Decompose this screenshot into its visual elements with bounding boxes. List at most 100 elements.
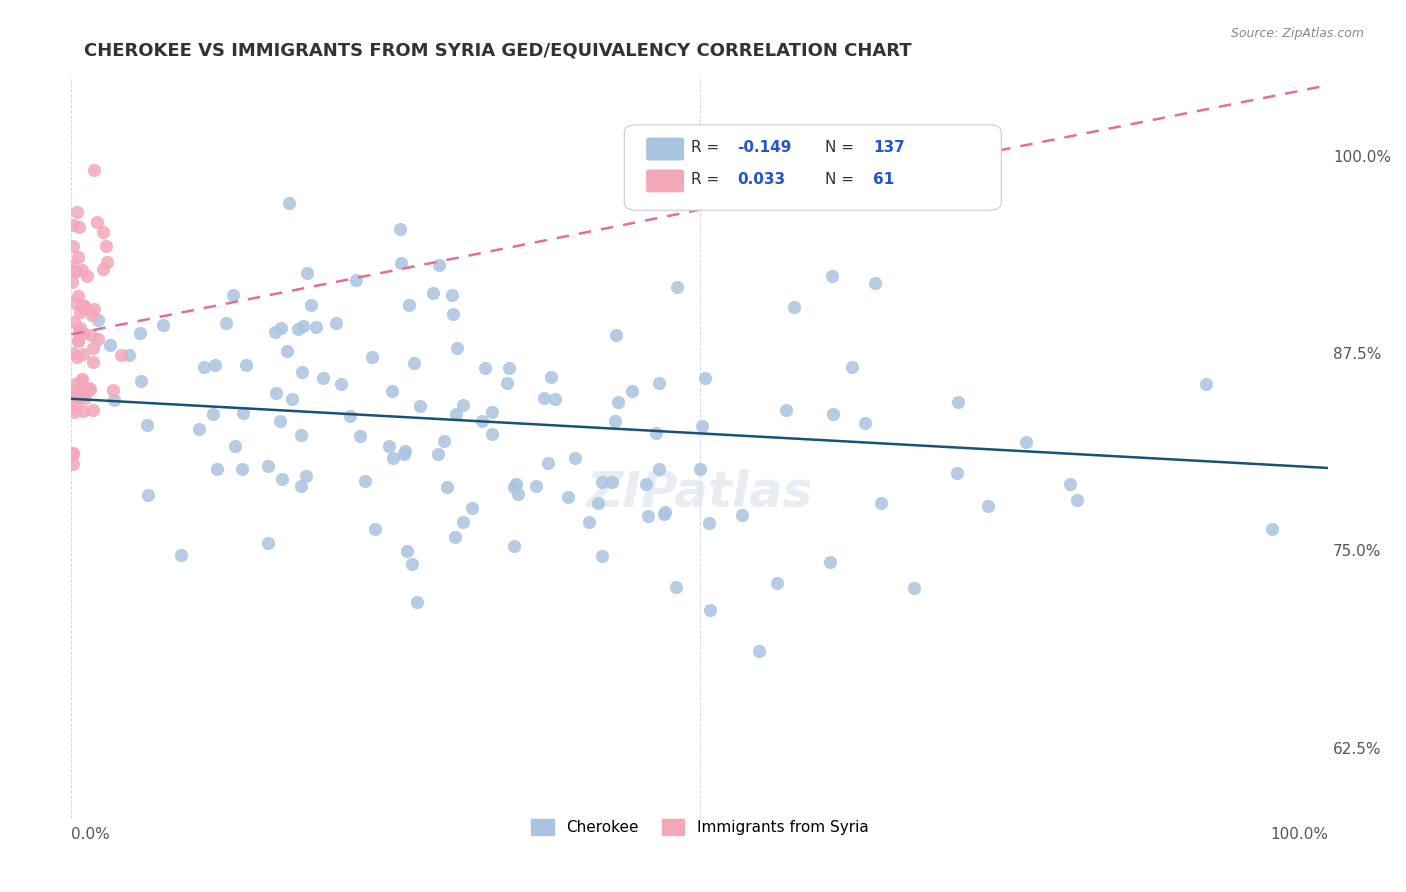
Point — [207, 461, 229, 475]
Point — [291, 365, 314, 379]
Point — [65, 264, 87, 278]
Point — [70, 385, 93, 400]
Point — [75, 300, 97, 314]
Legend: Cherokee, Immigrants from Syria: Cherokee, Immigrants from Syria — [524, 813, 875, 841]
Text: R =: R = — [690, 140, 724, 154]
Text: ZIPatlas: ZIPatlas — [586, 468, 813, 516]
Point — [70, 263, 93, 277]
Point — [557, 490, 579, 504]
Point — [202, 407, 225, 421]
Text: -0.149: -0.149 — [737, 140, 792, 154]
Point — [652, 508, 675, 522]
Point — [77, 381, 100, 395]
Point — [66, 334, 89, 348]
Point — [605, 328, 627, 343]
Point — [73, 391, 96, 405]
Point — [83, 163, 105, 178]
Point — [389, 256, 412, 270]
Point — [290, 479, 312, 493]
Point — [426, 447, 449, 461]
Point — [823, 407, 845, 421]
Point — [339, 409, 361, 424]
Point — [392, 446, 415, 460]
Point — [637, 508, 659, 523]
Point — [66, 205, 89, 219]
Point — [62, 239, 84, 253]
Point — [291, 318, 314, 333]
Point — [474, 361, 496, 376]
Text: R =: R = — [690, 171, 724, 186]
Point — [62, 315, 84, 329]
Point — [446, 341, 468, 355]
Point — [1195, 376, 1218, 391]
Text: 100.0%: 100.0% — [1270, 827, 1329, 842]
Point — [436, 480, 458, 494]
Point — [498, 361, 520, 376]
Point — [65, 401, 87, 415]
Point — [381, 451, 404, 466]
Point — [98, 338, 121, 352]
Point — [461, 501, 484, 516]
Point — [783, 300, 806, 314]
Point — [69, 321, 91, 335]
Point — [406, 595, 429, 609]
Point — [870, 496, 893, 510]
Point — [96, 255, 118, 269]
Point — [193, 359, 215, 374]
Point — [634, 477, 657, 491]
Point — [62, 457, 84, 471]
Point — [290, 427, 312, 442]
Point — [82, 355, 104, 369]
Point — [62, 218, 84, 232]
Point — [266, 386, 288, 401]
Point — [276, 343, 298, 358]
Point — [232, 406, 254, 420]
Point — [72, 326, 94, 340]
Point — [344, 273, 367, 287]
Point — [841, 360, 863, 375]
Point — [72, 404, 94, 418]
Point — [863, 276, 886, 290]
Point — [433, 434, 456, 448]
Point — [118, 348, 141, 362]
Point — [91, 225, 114, 239]
Point — [204, 359, 226, 373]
Text: CHEROKEE VS IMMIGRANTS FROM SYRIA GED/EQUIVALENCY CORRELATION CHART: CHEROKEE VS IMMIGRANTS FROM SYRIA GED/EQ… — [84, 42, 911, 60]
Point — [73, 299, 96, 313]
Point — [588, 496, 610, 510]
Point — [82, 402, 104, 417]
Point — [63, 295, 86, 310]
Point — [297, 266, 319, 280]
Point — [349, 429, 371, 443]
Point — [451, 398, 474, 412]
Point — [76, 269, 98, 284]
Text: N =: N = — [825, 140, 859, 154]
Point — [502, 480, 524, 494]
Point — [278, 196, 301, 211]
Point — [533, 391, 555, 405]
Point — [63, 384, 86, 398]
Point — [79, 382, 101, 396]
Point — [103, 393, 125, 408]
Point — [80, 328, 103, 343]
Point — [823, 168, 845, 182]
Point — [621, 384, 644, 398]
Point — [66, 250, 89, 264]
Point — [281, 392, 304, 406]
Point — [381, 384, 404, 398]
Point — [60, 275, 83, 289]
Point — [444, 407, 467, 421]
Point — [87, 313, 110, 327]
Point — [481, 426, 503, 441]
Point — [544, 392, 567, 406]
Point — [429, 259, 451, 273]
Point — [72, 347, 94, 361]
Point — [87, 332, 110, 346]
Text: 0.033: 0.033 — [737, 171, 786, 186]
Point — [524, 479, 547, 493]
Point — [77, 383, 100, 397]
Text: 0.0%: 0.0% — [72, 827, 110, 842]
Point — [607, 395, 630, 409]
Point — [471, 414, 494, 428]
Point — [256, 536, 278, 550]
